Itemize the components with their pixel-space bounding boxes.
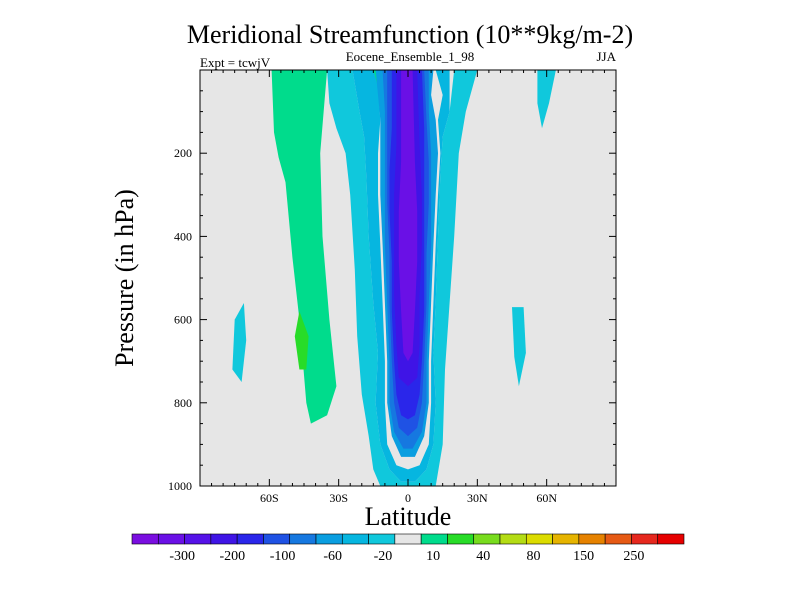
colorbar-swatch [368, 533, 396, 545]
contour-region-2 [327, 70, 478, 486]
y-tick-label: 200 [174, 146, 192, 160]
y-tick-label: 600 [174, 313, 192, 327]
colorbar-label: -100 [270, 549, 296, 564]
contour-region-1 [294, 311, 309, 370]
contour-region-13 [398, 70, 418, 362]
contour-region-3 [232, 303, 247, 382]
colorbar-swatch [525, 533, 553, 545]
y-axis: 200 400 600 800 1000 [168, 90, 616, 493]
colorbar-swatch [578, 533, 606, 545]
colorbar-swatch [657, 533, 685, 545]
colorbar-label: 150 [573, 549, 594, 564]
y-axis-title: Pressure (in hPa) [110, 189, 139, 367]
chart-title: Meridional Streamfunction (10**9kg/m-2) [187, 20, 633, 49]
chart-subtitle-center: Eocene_Ensemble_1_98 [346, 49, 475, 64]
colorbar-swatch [210, 533, 238, 545]
colorbar-label: -300 [169, 549, 195, 564]
y-tick-label: 800 [174, 396, 192, 410]
colorbar: -300 -200 -100 -60 -20 10 40 80 150 250 [131, 533, 685, 564]
x-tick-label: 0 [405, 491, 411, 505]
colorbar-swatch [315, 533, 343, 545]
colorbar-label: 40 [476, 549, 490, 564]
colorbar-label: 80 [526, 549, 540, 564]
colorbar-swatch [236, 533, 264, 545]
contour-region-0 [271, 70, 337, 424]
colorbar-swatch [499, 533, 527, 545]
x-axis: 60S 30S 0 30N 60N [211, 70, 605, 505]
colorbar-swatch [604, 533, 632, 545]
colorbar-swatch [473, 533, 501, 545]
colorbar-swatch [420, 533, 448, 545]
colorbar-label: -60 [323, 549, 342, 564]
colorbar-swatch [341, 533, 369, 545]
plot-area [199, 69, 617, 487]
x-tick-label: 30S [329, 491, 348, 505]
chart-subtitle-right: JJA [596, 49, 616, 64]
colorbar-swatch [289, 533, 317, 545]
contour-fills [232, 70, 556, 486]
colorbar-swatch [263, 533, 291, 545]
x-tick-label: 60S [260, 491, 279, 505]
colorbar-swatch [131, 533, 159, 545]
x-tick-label: 30N [467, 491, 488, 505]
colorbar-swatch [157, 533, 185, 545]
colorbar-swatch [447, 533, 475, 545]
y-tick-label: 1000 [168, 479, 192, 493]
chart-subtitle-left: Expt = tcwjV [200, 55, 271, 70]
x-tick-label: 60N [536, 491, 557, 505]
colorbar-swatch [184, 533, 212, 545]
contour-region-5 [537, 70, 556, 129]
y-tick-label: 400 [174, 229, 192, 243]
colorbar-label: 10 [426, 549, 440, 564]
colorbar-label: 250 [623, 549, 644, 564]
contour-region-7 [352, 70, 450, 482]
colorbar-swatch [394, 533, 422, 545]
x-axis-title: Latitude [365, 502, 452, 531]
colorbar-swatch [631, 533, 659, 545]
colorbar-label: -200 [220, 549, 246, 564]
contour-region-4 [512, 307, 526, 387]
colorbar-swatch [552, 533, 580, 545]
colorbar-label: -20 [374, 549, 393, 564]
